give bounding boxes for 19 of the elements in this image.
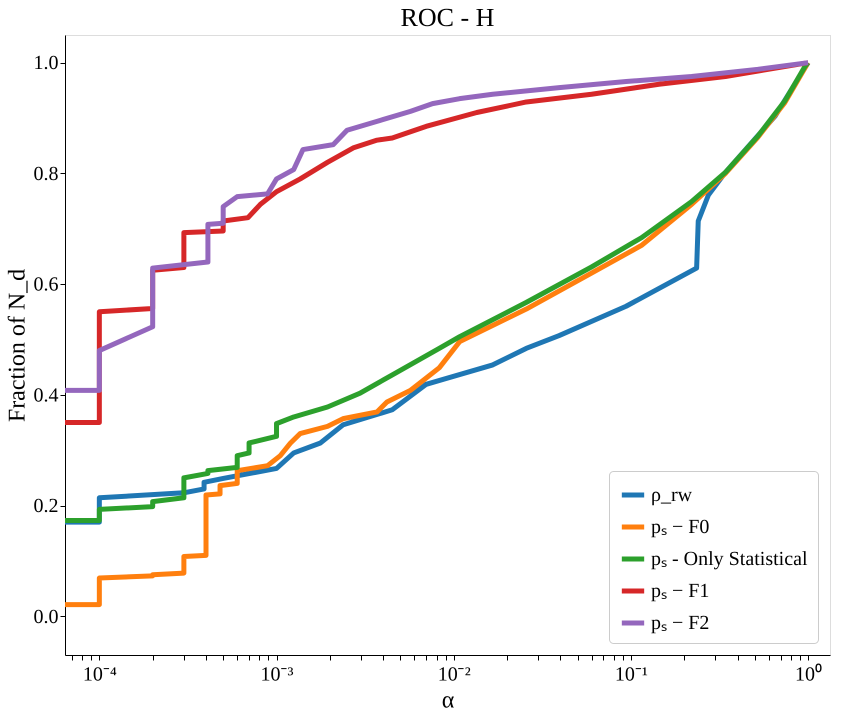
chart-title: ROC - H <box>400 3 495 32</box>
y-tick-label: 0.0 <box>34 606 58 628</box>
x-axis-title: α <box>442 688 455 714</box>
y-tick-label: 0.2 <box>34 495 58 518</box>
legend-label: pₛ - Only Statistical <box>651 548 808 570</box>
y-tick-label: 0.8 <box>34 162 58 185</box>
legend-label: pₛ − F2 <box>651 612 710 634</box>
y-tick-label: 0.4 <box>34 384 58 406</box>
x-tick-label: 10⁻¹ <box>614 664 648 686</box>
y-tick-label: 1.0 <box>34 52 58 74</box>
y-axis-title: Fraction of N_d <box>4 268 30 422</box>
x-tick-label: 10⁰ <box>795 662 822 686</box>
x-tick-label: 10⁻² <box>438 664 471 686</box>
y-tick-label: 0.6 <box>34 274 58 296</box>
legend-label: ρ_rw <box>651 484 693 506</box>
legend-label: pₛ − F1 <box>651 580 710 602</box>
x-tick-label: 10⁻⁴ <box>82 664 117 686</box>
legend-label: pₛ − F0 <box>651 516 710 538</box>
x-tick-label: 10⁻³ <box>260 664 294 686</box>
